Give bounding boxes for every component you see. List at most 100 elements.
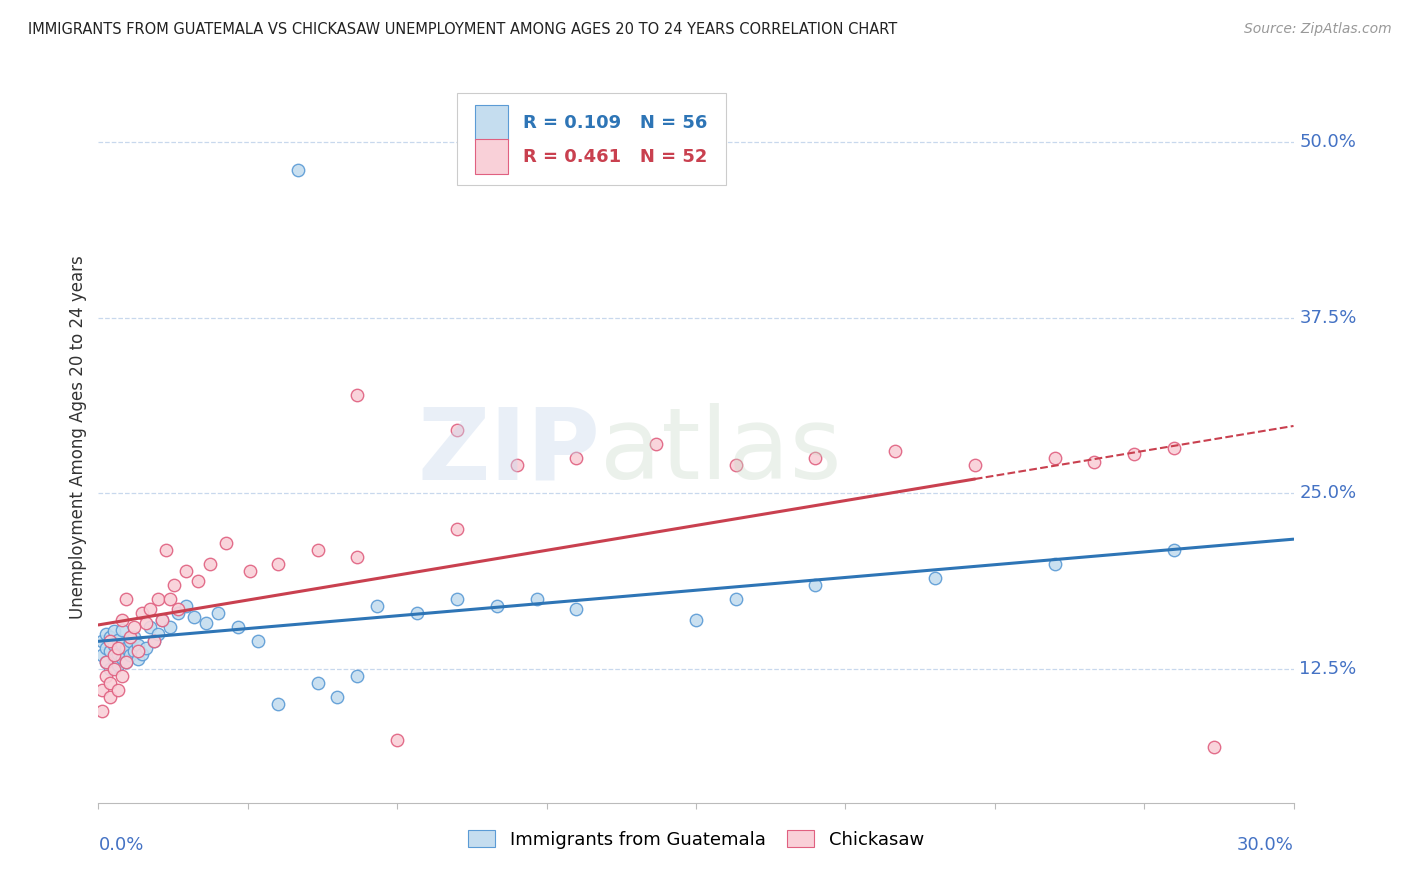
- Point: [98, 676, 122, 690]
- Point: [1083, 455, 1105, 469]
- Text: R = 0.109   N = 56: R = 0.109 N = 56: [523, 113, 707, 131]
- Point: [167, 601, 190, 615]
- Point: [506, 458, 529, 473]
- Point: [924, 571, 946, 585]
- Point: [91, 634, 114, 648]
- Point: [98, 690, 122, 705]
- Point: [804, 578, 827, 592]
- Point: [246, 634, 269, 648]
- Point: [724, 458, 747, 473]
- Point: [565, 601, 588, 615]
- Legend: Immigrants from Guatemala, Chickasaw: Immigrants from Guatemala, Chickasaw: [461, 823, 931, 856]
- Point: [239, 564, 262, 578]
- Point: [307, 542, 329, 557]
- Point: [139, 601, 162, 615]
- Point: [115, 655, 138, 669]
- Point: [111, 623, 134, 637]
- Point: [1043, 557, 1066, 571]
- Point: [526, 591, 548, 606]
- Point: [143, 634, 166, 648]
- Point: [120, 648, 142, 662]
- Point: [287, 162, 309, 177]
- Point: [150, 613, 173, 627]
- Point: [187, 574, 209, 588]
- FancyBboxPatch shape: [475, 105, 509, 140]
- Point: [139, 620, 162, 634]
- Point: [96, 669, 118, 683]
- Point: [1123, 447, 1146, 461]
- Point: [115, 655, 138, 669]
- Point: [346, 388, 368, 402]
- Point: [207, 606, 229, 620]
- Point: [120, 634, 142, 648]
- Y-axis label: Unemployment Among Ages 20 to 24 years: Unemployment Among Ages 20 to 24 years: [69, 255, 87, 619]
- Point: [91, 648, 114, 662]
- Point: [103, 624, 125, 639]
- Point: [326, 690, 349, 705]
- Point: [366, 599, 388, 613]
- Point: [103, 662, 125, 676]
- Text: ZIP: ZIP: [418, 403, 600, 500]
- Point: [1043, 451, 1066, 466]
- Point: [446, 521, 468, 535]
- Point: [346, 549, 368, 564]
- Point: [174, 564, 197, 578]
- Point: [163, 578, 186, 592]
- Point: [111, 637, 134, 651]
- Point: [124, 620, 146, 634]
- Point: [645, 437, 668, 451]
- Point: [267, 698, 290, 712]
- Point: [111, 613, 134, 627]
- Point: [124, 630, 146, 644]
- Point: [174, 599, 197, 613]
- Point: [103, 652, 125, 666]
- Point: [226, 620, 249, 634]
- Point: [120, 630, 142, 644]
- Point: [565, 451, 588, 466]
- Point: [724, 591, 747, 606]
- Point: [96, 627, 118, 641]
- Text: atlas: atlas: [600, 403, 842, 500]
- Point: [148, 591, 170, 606]
- Point: [91, 683, 114, 698]
- Point: [195, 615, 218, 630]
- Point: [148, 627, 170, 641]
- Point: [96, 641, 118, 656]
- Point: [1202, 739, 1225, 754]
- Point: [107, 647, 129, 661]
- Point: [103, 638, 125, 652]
- Point: [91, 705, 114, 719]
- Point: [963, 458, 986, 473]
- Point: [884, 444, 907, 458]
- Point: [215, 535, 238, 549]
- Point: [159, 591, 181, 606]
- Point: [267, 557, 290, 571]
- Point: [98, 662, 122, 676]
- Point: [406, 606, 429, 620]
- Point: [127, 638, 149, 652]
- Point: [143, 634, 166, 648]
- Point: [385, 732, 409, 747]
- Point: [107, 657, 129, 672]
- Text: R = 0.461   N = 52: R = 0.461 N = 52: [523, 148, 707, 166]
- Text: 30.0%: 30.0%: [1237, 836, 1294, 854]
- Point: [124, 644, 146, 658]
- Point: [98, 634, 122, 648]
- Point: [446, 423, 468, 437]
- Point: [346, 669, 368, 683]
- Point: [485, 599, 508, 613]
- Point: [155, 542, 177, 557]
- Point: [98, 644, 122, 658]
- Point: [98, 630, 122, 644]
- Point: [115, 591, 138, 606]
- Point: [159, 620, 181, 634]
- Point: [135, 641, 157, 656]
- Point: [167, 606, 190, 620]
- FancyBboxPatch shape: [457, 94, 725, 185]
- Text: 12.5%: 12.5%: [1299, 660, 1357, 678]
- Text: 25.0%: 25.0%: [1299, 484, 1357, 502]
- Point: [150, 613, 173, 627]
- Point: [96, 655, 118, 669]
- Point: [115, 641, 138, 656]
- Point: [198, 557, 221, 571]
